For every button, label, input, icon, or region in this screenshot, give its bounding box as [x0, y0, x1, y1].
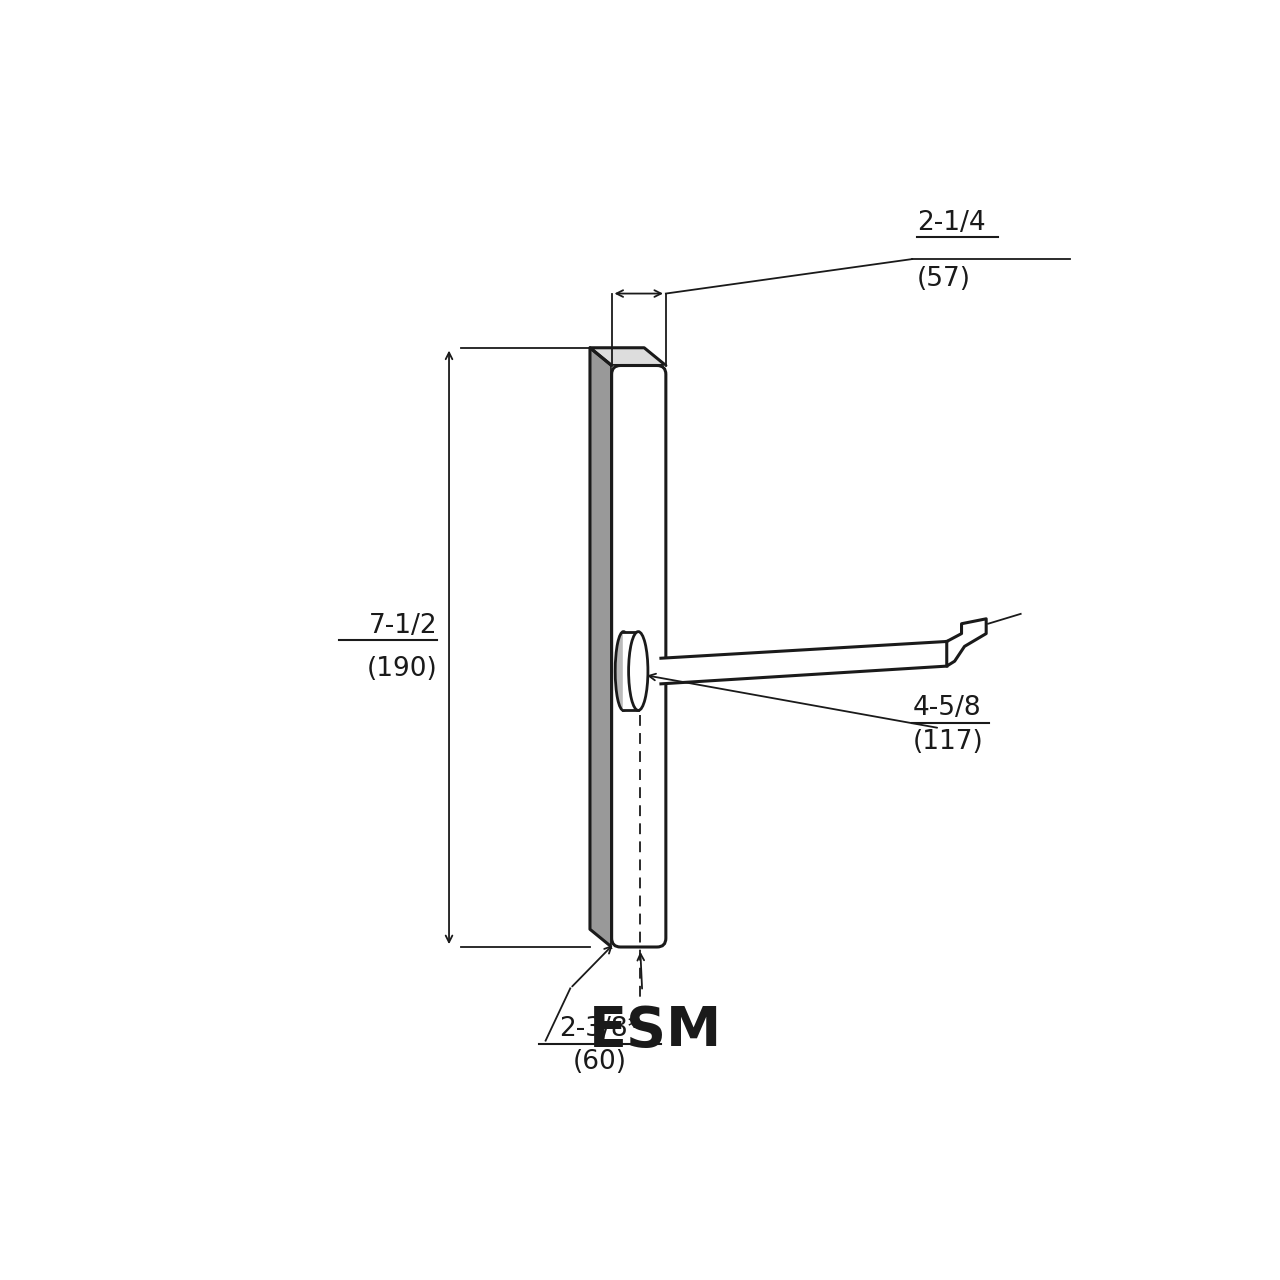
Ellipse shape: [616, 631, 632, 710]
Polygon shape: [947, 618, 986, 666]
Polygon shape: [623, 631, 639, 710]
Text: (117): (117): [913, 730, 983, 755]
Polygon shape: [590, 348, 612, 947]
Polygon shape: [660, 641, 947, 684]
Polygon shape: [612, 366, 666, 947]
Text: (57): (57): [918, 266, 972, 292]
Text: 7-1/2: 7-1/2: [369, 613, 438, 639]
Ellipse shape: [628, 631, 648, 710]
Text: (60): (60): [573, 1050, 627, 1075]
Polygon shape: [590, 348, 666, 366]
Text: 2-3/8*: 2-3/8*: [559, 1016, 641, 1042]
FancyBboxPatch shape: [612, 366, 666, 947]
Text: 2-1/4: 2-1/4: [918, 210, 986, 237]
Text: (190): (190): [366, 657, 438, 682]
Text: ESM: ESM: [589, 1004, 723, 1057]
Text: 4-5/8: 4-5/8: [913, 695, 980, 722]
